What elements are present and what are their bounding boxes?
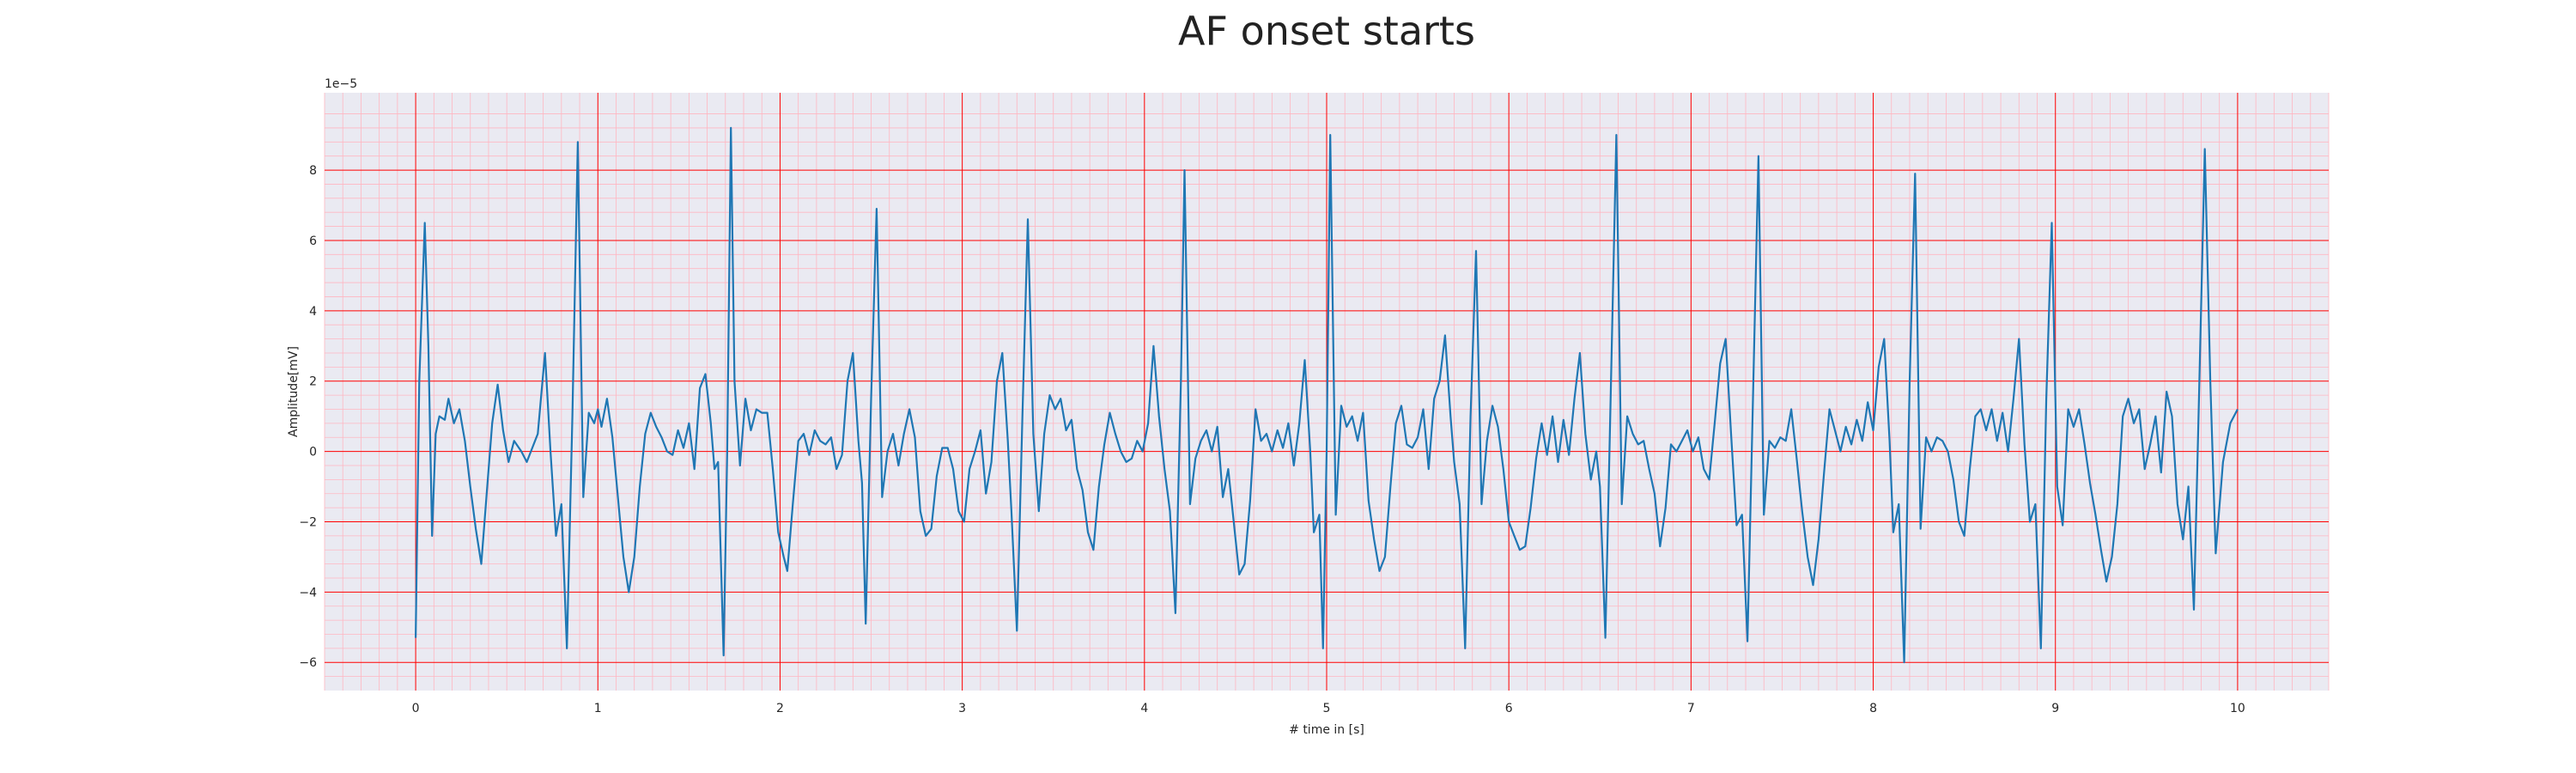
y-tick-label: 8 xyxy=(309,164,317,178)
x-tick-label: 4 xyxy=(1140,702,1148,715)
x-tick-label: 8 xyxy=(1869,702,1877,715)
y-offset-label: 1e−5 xyxy=(325,77,357,91)
x-tick-label: 7 xyxy=(1687,702,1695,715)
y-tick-label: −6 xyxy=(299,656,317,670)
x-tick-label: 2 xyxy=(776,702,784,715)
major-grid xyxy=(325,93,2329,691)
y-tick-label: −2 xyxy=(299,515,317,529)
y-tick-label: −4 xyxy=(299,586,317,600)
x-tick-label: 10 xyxy=(2230,702,2245,715)
x-tick-label: 9 xyxy=(2051,702,2059,715)
y-tick-label: 4 xyxy=(309,305,317,319)
x-axis-label: # time in [s] xyxy=(1289,723,1364,737)
x-tick-label: 5 xyxy=(1323,702,1331,715)
y-axis-label: Amplitude[mV] xyxy=(287,346,301,437)
x-tick-label: 0 xyxy=(412,702,420,715)
y-tick-label: 6 xyxy=(309,234,317,248)
y-tick-label: 0 xyxy=(309,446,317,460)
y-tick-label: 2 xyxy=(309,375,317,389)
x-tick-label: 3 xyxy=(958,702,966,715)
x-tick-labels: 0 1 2 3 4 5 6 7 8 9 10 xyxy=(412,702,2245,715)
x-tick-label: 1 xyxy=(594,702,602,715)
chart-title: AF onset starts xyxy=(1178,8,1475,54)
x-tick-label: 6 xyxy=(1505,702,1513,715)
y-tick-labels: −6 −4 −2 0 2 4 6 8 xyxy=(299,164,317,670)
signal-line xyxy=(415,126,2239,664)
